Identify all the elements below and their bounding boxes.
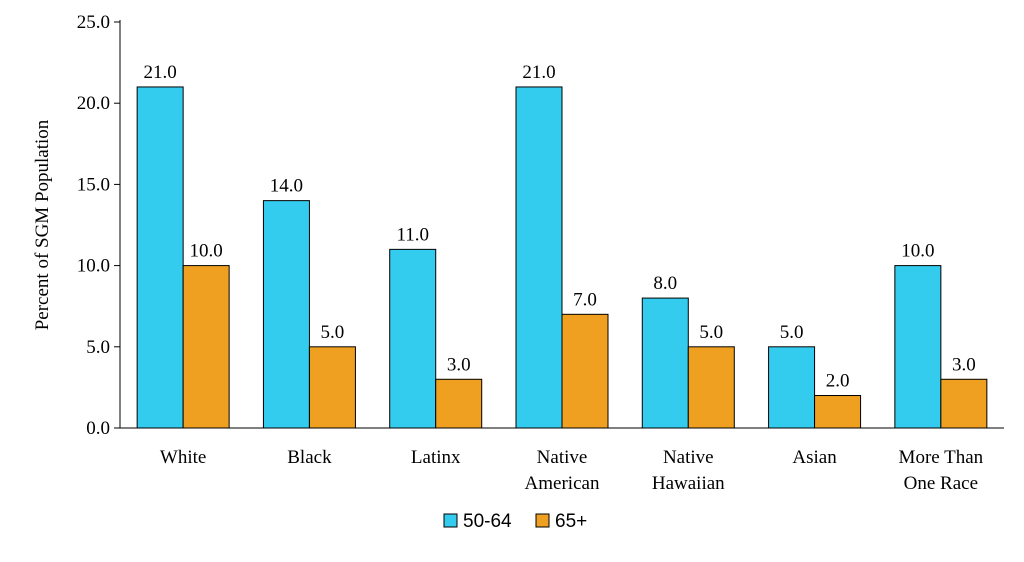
y-tick-label: 0.0 <box>86 418 110 439</box>
data-label: 11.0 <box>396 224 429 245</box>
y-tick-label: 15.0 <box>77 174 110 195</box>
x-axis: White Black Latinx Native American Native Hawa… <box>120 427 1004 494</box>
x-category-label: Native <box>537 447 588 468</box>
data-label: 3.0 <box>447 354 471 375</box>
y-tick-label: 10.0 <box>77 256 110 277</box>
x-category-label: American <box>525 473 600 494</box>
y-axis: 0.0 5.0 10.0 15.0 20.0 25.0 <box>77 12 121 439</box>
bar-series2 <box>308 346 356 429</box>
x-category-label: One Race <box>904 473 978 494</box>
data-label: 21.0 <box>144 62 177 83</box>
y-tick-label: 5.0 <box>86 337 110 358</box>
x-category-label: Black <box>287 447 332 468</box>
data-label: 5.0 <box>321 322 345 343</box>
bar-series1 <box>641 297 689 429</box>
x-category-label: More Than <box>899 447 984 468</box>
data-label: 21.0 <box>522 62 555 83</box>
data-label: 7.0 <box>573 289 597 310</box>
bar-series1 <box>262 200 310 429</box>
data-label: 14.0 <box>270 176 303 197</box>
y-axis-title: Percent of SGM Population <box>32 119 53 330</box>
x-category-label: Asian <box>792 447 837 468</box>
data-label: 8.0 <box>653 273 677 294</box>
bar-series2 <box>435 378 483 429</box>
y-tick-label: 20.0 <box>77 93 110 114</box>
legend-label: 65+ <box>555 511 587 532</box>
bar-series1 <box>768 346 816 429</box>
x-category-label: Native <box>663 447 714 468</box>
y-tick-label: 25.0 <box>77 12 110 33</box>
x-category-label: Hawaiian <box>652 473 725 494</box>
bar-series1 <box>389 248 437 429</box>
bar-series1 <box>894 265 942 429</box>
bars: 21.0 10.0 14.0 5.0 11.0 3.0 21.0 7.0 8.0 5.0 5.0 2.… <box>136 62 988 429</box>
data-label: 5.0 <box>699 322 723 343</box>
data-label: 5.0 <box>780 322 804 343</box>
data-label: 3.0 <box>952 354 976 375</box>
data-label: 10.0 <box>190 241 223 262</box>
bar-series1 <box>515 86 563 429</box>
bar-series1 <box>136 86 184 429</box>
legend-swatch <box>535 513 550 528</box>
data-label: 2.0 <box>826 371 850 392</box>
bar-series2 <box>687 346 735 429</box>
bar-series2 <box>561 313 609 429</box>
legend: 50-64 65+ <box>443 511 587 532</box>
bar-series2 <box>814 395 862 429</box>
x-category-label: White <box>160 447 206 468</box>
x-category-label: Latinx <box>411 447 461 468</box>
bar-series2 <box>182 265 230 429</box>
data-label: 10.0 <box>901 241 934 262</box>
legend-swatch <box>443 513 458 528</box>
legend-label: 50-64 <box>463 511 512 532</box>
bar-series2 <box>940 378 988 429</box>
